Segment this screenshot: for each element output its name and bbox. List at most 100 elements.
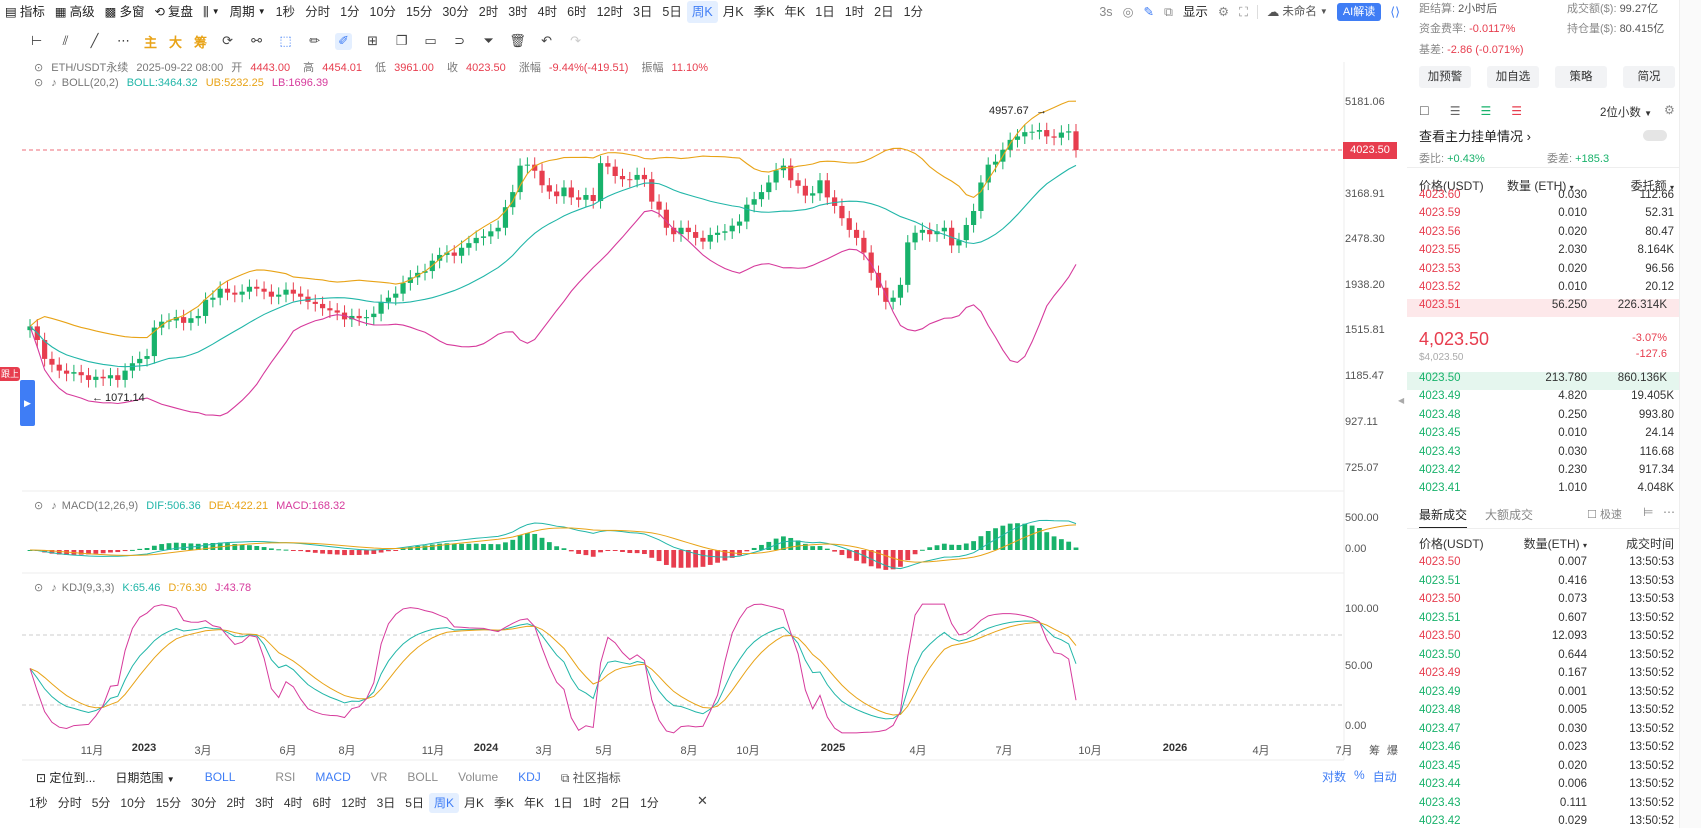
display-button[interactable]: 显示 <box>1182 5 1208 19</box>
bottom-period-9[interactable]: 6时 <box>312 796 332 810</box>
orderbook-both-icon[interactable]: ☐ <box>1419 104 1430 118</box>
auto-scale[interactable]: 自动 <box>1372 770 1397 784</box>
note-icon[interactable]: ▭ <box>424 33 437 48</box>
add-watchlist-button[interactable]: 加自选 <box>1487 66 1539 88</box>
ask-row[interactable]: 4023.52 0.010 20.12 <box>1419 281 1674 293</box>
liquidation-label[interactable]: 爆 <box>1387 745 1398 757</box>
sub-indicator-macd[interactable]: MACD <box>315 770 351 784</box>
bottom-period-2[interactable]: 5分 <box>91 796 111 810</box>
bottom-period-7[interactable]: 3时 <box>255 796 274 810</box>
trend-line-icon[interactable]: ╱ <box>90 33 99 48</box>
strategy-button[interactable]: 策略 <box>1555 66 1607 88</box>
period-0[interactable]: 1秒 <box>275 5 296 19</box>
bottom-period-8[interactable]: 4时 <box>283 796 303 810</box>
window-icon[interactable]: ⧉ <box>1163 5 1173 19</box>
orderbook-asks-icon[interactable]: ☰ <box>1511 104 1523 118</box>
period-7[interactable]: 3时 <box>508 5 528 19</box>
ask-row[interactable]: 4023.53 0.020 96.56 <box>1419 262 1674 275</box>
collapse-icon[interactable]: ⊙ <box>34 582 44 594</box>
orderbook-list-icon[interactable]: ☰ <box>1449 104 1461 118</box>
bid-row[interactable]: 4023.49 4.820 19.405K <box>1419 390 1674 403</box>
main-indicator[interactable]: BOLL <box>204 770 236 784</box>
magic-icon[interactable]: ⚯ <box>251 33 262 48</box>
bid-row[interactable]: 4023.48 0.250 993.80 <box>1419 408 1674 421</box>
period-18[interactable]: 1时 <box>844 5 865 19</box>
bottom-period-20[interactable]: 1分 <box>640 796 659 810</box>
pencil-icon[interactable]: ✏ <box>309 33 320 48</box>
collapse-icon[interactable]: ⊙ <box>34 77 44 89</box>
orderbook-bids-icon[interactable]: ☰ <box>1480 104 1492 118</box>
sub-indicator-kdj[interactable]: KDJ <box>518 770 541 784</box>
sub-indicator-rsi[interactable]: RSI <box>275 770 296 784</box>
ask-row[interactable]: 4023.59 0.010 52.31 <box>1419 207 1674 220</box>
period-12[interactable]: 5日 <box>662 5 682 19</box>
trash-icon[interactable]: 🗑 <box>509 33 526 48</box>
period-15[interactable]: 季K <box>753 5 775 19</box>
date-range-dropdown[interactable]: 日期范围 ▼ <box>115 770 175 785</box>
follow-badge[interactable]: 跟上 <box>0 367 20 381</box>
fast-checkbox[interactable]: ☐ 极速 <box>1587 509 1622 521</box>
bottom-period-18[interactable]: 1时 <box>582 796 602 810</box>
ask-row[interactable]: 4023.55 2.030 8.164K <box>1419 244 1674 257</box>
more-icon[interactable]: ⋯ <box>117 33 130 48</box>
period-16[interactable]: 年K <box>784 5 806 19</box>
horizontal-line-icon[interactable]: ⊢ <box>30 33 43 48</box>
chips-tool[interactable]: 筹 <box>194 34 208 50</box>
undo-icon[interactable]: ↶ <box>541 33 552 48</box>
bottom-period-12[interactable]: 5日 <box>405 796 424 810</box>
clone-icon[interactable]: ❐ <box>395 33 408 48</box>
period-13[interactable]: 周K <box>686 1 718 23</box>
select-icon[interactable]: ⬚ <box>279 33 292 48</box>
period-6[interactable]: 2时 <box>478 5 499 19</box>
pen-icon[interactable]: ✎ <box>1143 5 1154 19</box>
ask-row[interactable]: 4023.51 56.250 226.314K <box>1407 299 1679 318</box>
main-force-tool[interactable]: 主 <box>144 34 158 50</box>
sub-indicator-boll[interactable]: BOLL <box>407 770 439 784</box>
locate-button[interactable]: ⊡ 定位到... <box>36 770 96 785</box>
community-indicator-button[interactable]: ⧉ 社区指标 <box>560 770 621 785</box>
period-10[interactable]: 12时 <box>596 5 623 19</box>
add-alert-button[interactable]: 加预警 <box>1419 66 1471 88</box>
bid-row[interactable]: 4023.45 0.010 24.14 <box>1419 427 1674 440</box>
indicator-button[interactable]: ▤ 指标 <box>0 1 50 23</box>
period-8[interactable]: 4时 <box>537 5 558 19</box>
ask-row[interactable]: 4023.56 0.020 80.47 <box>1419 225 1674 238</box>
filter-icon[interactable]: ⏷ <box>483 33 494 48</box>
magnet-icon[interactable]: ⊃ <box>454 33 465 48</box>
collapse-right-icon[interactable]: ◀ <box>1398 396 1405 405</box>
brush-icon[interactable]: ✐ <box>335 32 353 50</box>
measure-icon[interactable]: ⊞ <box>367 33 378 48</box>
sub-indicator-vr[interactable]: VR <box>370 770 388 784</box>
period-dropdown[interactable]: 周期 ▼ <box>225 1 271 23</box>
period-17[interactable]: 1日 <box>815 5 835 19</box>
bottom-period-11[interactable]: 3日 <box>376 796 396 810</box>
multi-window-button[interactable]: ▩ 多窗 <box>100 1 150 23</box>
chips-label[interactable]: 筹 <box>1369 745 1380 757</box>
speed-label[interactable]: 3s <box>1099 5 1113 19</box>
redo-icon[interactable]: ↷ <box>570 33 581 48</box>
bottom-period-19[interactable]: 2日 <box>611 796 631 810</box>
settings-icon[interactable]: ⚙ <box>1664 103 1675 117</box>
decimals-dropdown[interactable]: 2位小数 ▼ <box>1600 107 1653 119</box>
fullscreen-icon[interactable]: ⛶ <box>1239 5 1248 19</box>
period-11[interactable]: 3日 <box>632 5 653 19</box>
bid-row[interactable]: 4023.43 0.030 116.68 <box>1419 445 1674 458</box>
parallel-lines-icon[interactable]: ⫽ <box>62 33 69 48</box>
period-1[interactable]: 分时 <box>305 5 331 19</box>
more-icon[interactable]: ⋯ <box>1663 505 1675 519</box>
advanced-button[interactable]: ▦ 高级 <box>50 1 100 23</box>
close-icon[interactable]: ✕ <box>697 793 708 808</box>
period-9[interactable]: 6时 <box>567 5 587 19</box>
bid-row[interactable]: 4023.41 1.010 4.048K <box>1419 482 1674 495</box>
period-14[interactable]: 月K <box>722 5 744 19</box>
bottom-period-17[interactable]: 1日 <box>554 796 573 810</box>
bid-row[interactable]: 4023.42 0.230 917.34 <box>1419 464 1674 476</box>
bottom-period-16[interactable]: 年K <box>524 796 545 810</box>
overview-button[interactable]: 简况 <box>1623 66 1675 88</box>
chart-type-button[interactable]: ⫼ ▼ <box>198 1 225 23</box>
collapse-icon[interactable]: ⊙ <box>34 62 44 74</box>
bottom-period-5[interactable]: 30分 <box>191 796 217 810</box>
bottom-period-14[interactable]: 月K <box>463 796 484 810</box>
share-icon[interactable]: ⟨⟩ <box>1390 5 1400 19</box>
main-force-toggle[interactable] <box>1643 130 1667 141</box>
